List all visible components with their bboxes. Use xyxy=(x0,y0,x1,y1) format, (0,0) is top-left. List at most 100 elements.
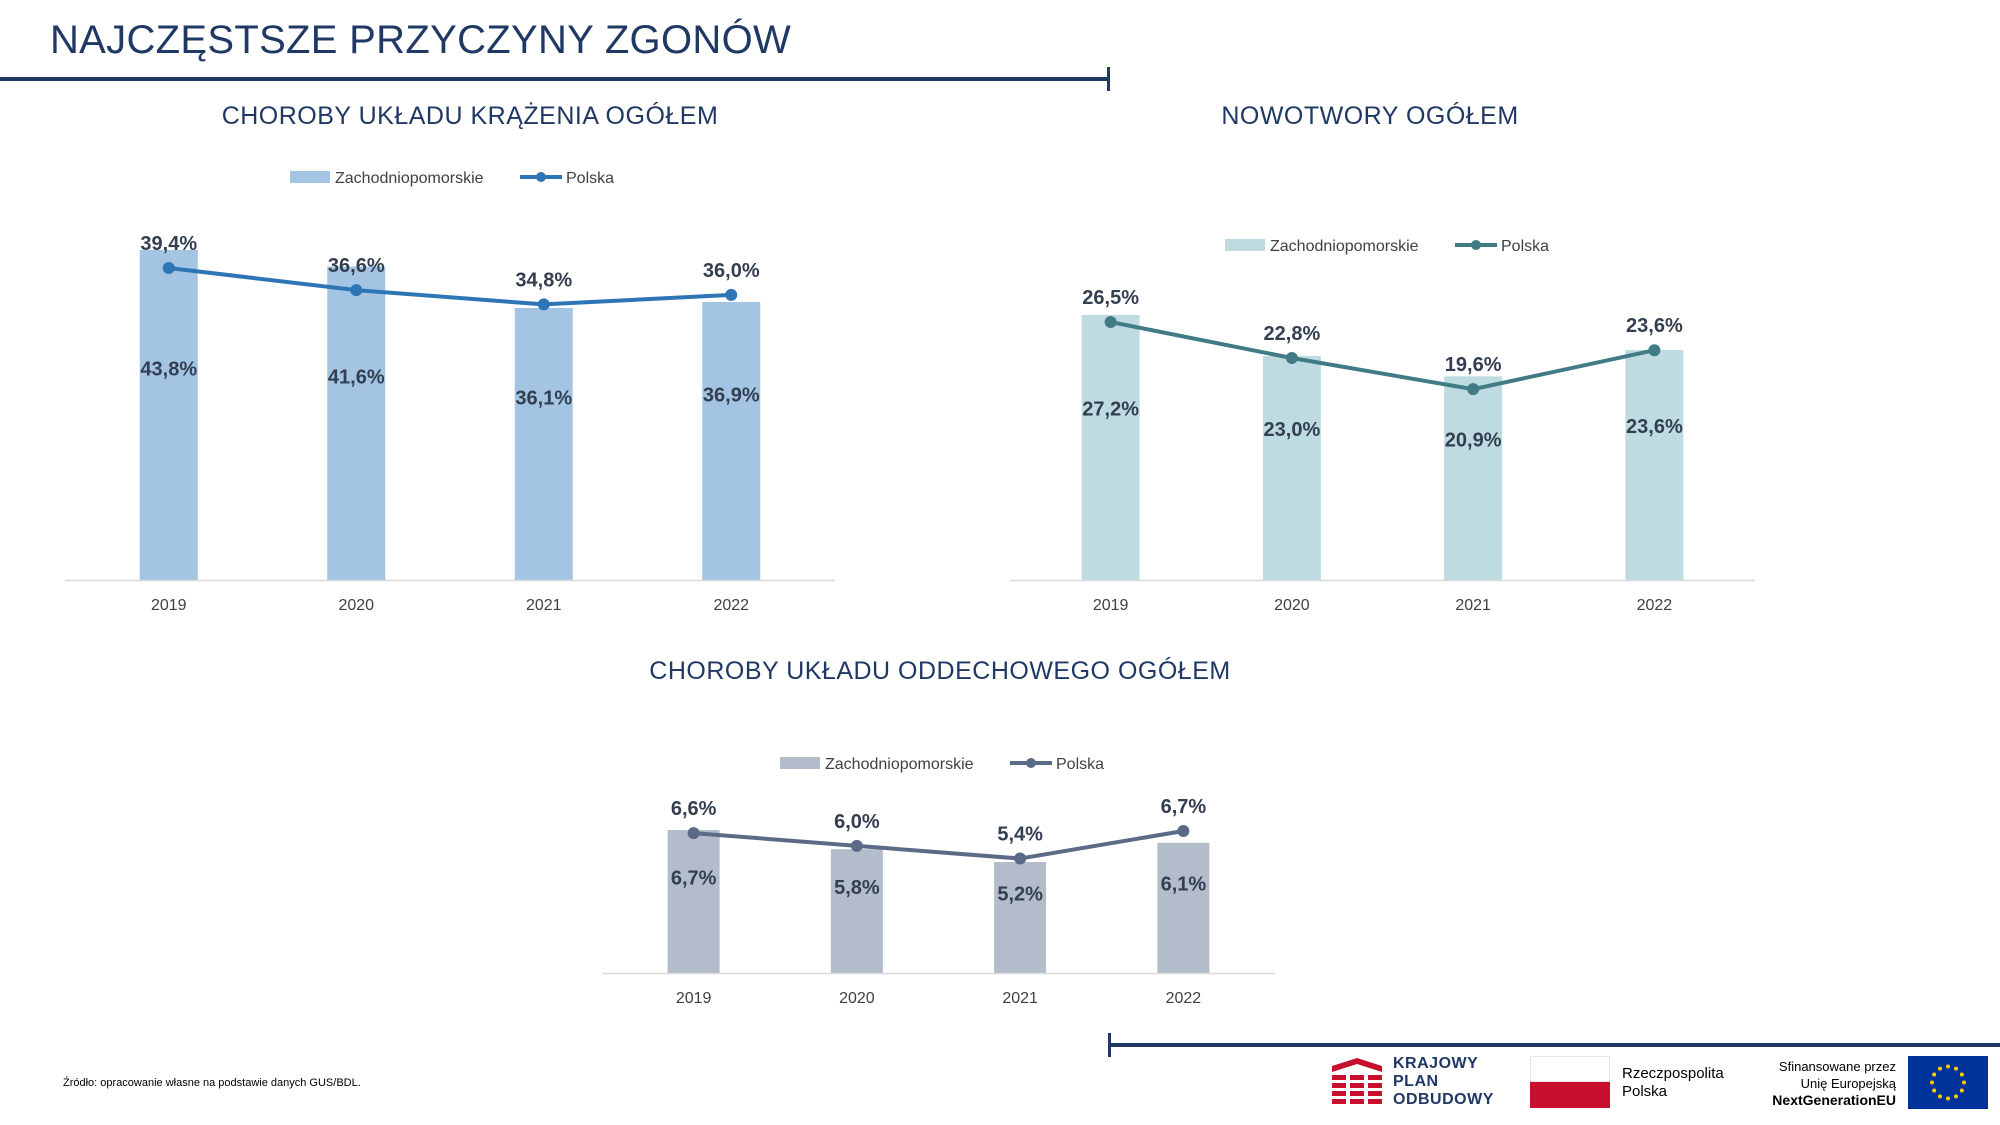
page-title: NAJCZĘSTSZE PRZYCZYNY ZGONÓW xyxy=(50,18,792,62)
chart-title-circulatory: CHOROBY UKŁADU KRĄŻENIA OGÓŁEM xyxy=(221,102,719,130)
bar xyxy=(667,830,720,973)
line-point xyxy=(850,839,863,852)
bar-data-label: 23,0% xyxy=(1264,419,1321,441)
line-point xyxy=(1467,383,1480,396)
line-series xyxy=(168,266,732,307)
eu-star-icon xyxy=(1938,1066,1942,1071)
rp-logo-text: Rzeczpospolita Polska xyxy=(1622,1065,1724,1100)
line-data-label: 39,4% xyxy=(140,233,197,255)
eu-star-icon xyxy=(1954,1094,1958,1099)
bar xyxy=(1444,376,1503,580)
x-tick-label: 2021 xyxy=(1455,597,1491,614)
eu-star-icon xyxy=(1938,1094,1942,1099)
x-tick-label: 2022 xyxy=(1637,597,1673,614)
line-data-label: 19,6% xyxy=(1445,354,1502,376)
bar-data-label: 20,9% xyxy=(1445,429,1502,451)
line-data-label: 6,7% xyxy=(1161,796,1207,818)
bar xyxy=(830,849,883,973)
bar xyxy=(514,308,573,580)
line-point xyxy=(162,262,175,274)
line-data-label: 6,0% xyxy=(834,811,880,833)
x-tick-label: 2019 xyxy=(676,990,712,1007)
eu-star-icon xyxy=(1946,1064,1950,1069)
legend-swatch-bar xyxy=(290,171,330,183)
chart-title-respiratory: CHOROBY UKŁADU ODDECHOWEGO OGÓŁEM xyxy=(649,657,1231,685)
legend: Zachodniopomorskie Polska xyxy=(780,756,1104,773)
x-tick-label: 2019 xyxy=(1093,597,1129,614)
eu-funding-text: Sfinansowane przez Unię Europejską NextG… xyxy=(1772,1059,1896,1108)
line-point xyxy=(1014,852,1027,865)
x-tick-label: 2021 xyxy=(526,597,562,614)
bar-data-label: 27,2% xyxy=(1082,399,1139,421)
title-underline xyxy=(0,77,1108,81)
eu-star-icon xyxy=(1962,1080,1966,1085)
chart-circulatory: Zachodniopomorskie Polska 43,8% 41,6% 36,1% 3… xyxy=(65,170,835,614)
bar-data-label: 6,1% xyxy=(1161,874,1207,896)
line-point xyxy=(1104,316,1117,328)
kpo-logo-icon xyxy=(1332,1058,1382,1104)
line-data-label: 36,0% xyxy=(703,260,760,282)
bar xyxy=(139,250,198,580)
bar-data-label: 36,1% xyxy=(515,387,572,409)
bar xyxy=(327,266,386,580)
line-point xyxy=(725,288,738,301)
eu-flag-icon xyxy=(1908,1056,1988,1109)
line-data-label: 6,6% xyxy=(671,798,717,820)
legend-label-bar: Zachodniopomorskie xyxy=(1270,238,1419,255)
line-point xyxy=(687,827,700,840)
legend-swatch-bar xyxy=(780,757,820,769)
line-data-label: 36,6% xyxy=(328,255,385,277)
bar-data-label: 6,7% xyxy=(671,867,717,889)
legend-label-line: Polska xyxy=(1056,756,1104,773)
bar xyxy=(994,862,1047,973)
legend-marker-line xyxy=(1471,240,1481,250)
bar xyxy=(1157,842,1210,973)
bar xyxy=(1625,350,1684,580)
line-series xyxy=(693,829,1184,861)
line-data-label: 5,4% xyxy=(997,824,1043,846)
legend: Zachodniopomorskie Polska xyxy=(290,170,614,187)
legend-swatch-bar xyxy=(1225,239,1265,251)
chart-title-cancer: NOWOTWORY OGÓŁEM xyxy=(1221,102,1519,130)
legend-label-line: Polska xyxy=(566,170,614,187)
eu-star-icon xyxy=(1932,1072,1937,1077)
line-data-label: 34,8% xyxy=(515,269,572,291)
line-point xyxy=(350,284,363,297)
x-tick-label: 2021 xyxy=(1002,990,1038,1007)
bar-data-label: 41,6% xyxy=(328,367,385,389)
eu-star-icon xyxy=(1932,1088,1937,1093)
line-data-label: 22,8% xyxy=(1264,323,1321,345)
bar xyxy=(702,301,761,580)
legend: Zachodniopomorskie Polska xyxy=(1225,238,1549,255)
line-data-label: 23,6% xyxy=(1626,315,1683,337)
x-tick-label: 2020 xyxy=(338,597,374,614)
source-note: Źródło: opracowanie własne na podstawie … xyxy=(63,1077,361,1089)
kpo-logo-text: KRAJOWY PLAN ODBUDOWY xyxy=(1393,1055,1494,1108)
bar-data-label: 36,9% xyxy=(703,384,760,406)
footer-rule-start xyxy=(1108,1033,1111,1057)
x-tick-label: 2019 xyxy=(151,597,187,614)
x-tick-label: 2022 xyxy=(1166,990,1202,1007)
bar xyxy=(1262,355,1321,580)
poland-flag-icon xyxy=(1530,1056,1610,1108)
line-series xyxy=(1110,320,1655,392)
legend-label-bar: Zachodniopomorskie xyxy=(335,170,484,187)
legend-marker-line xyxy=(1026,758,1036,768)
eu-star-icon xyxy=(1959,1072,1964,1077)
legend-label-bar: Zachodniopomorskie xyxy=(825,756,974,773)
bar xyxy=(1081,315,1140,580)
title-underline-end xyxy=(1107,67,1110,91)
line-point xyxy=(537,298,550,311)
chart-respiratory: Zachodniopomorskie Polska 6,7% 5,8% 5,2% 6,1%… xyxy=(602,756,1275,1007)
x-tick-label: 2020 xyxy=(1274,597,1310,614)
chart-cancer: Zachodniopomorskie Polska 27,2% 23,0% 20,9% 2… xyxy=(1010,238,1755,614)
eu-star-icon xyxy=(1946,1096,1950,1101)
bar-data-label: 43,8% xyxy=(140,358,197,380)
line-point xyxy=(1648,344,1661,357)
x-tick-label: 2020 xyxy=(839,990,875,1007)
line-point xyxy=(1177,825,1190,837)
bar-data-label: 23,6% xyxy=(1626,416,1683,438)
eu-star-icon xyxy=(1930,1080,1934,1085)
line-data-label: 26,5% xyxy=(1082,287,1139,309)
bar-data-label: 5,2% xyxy=(997,883,1043,905)
